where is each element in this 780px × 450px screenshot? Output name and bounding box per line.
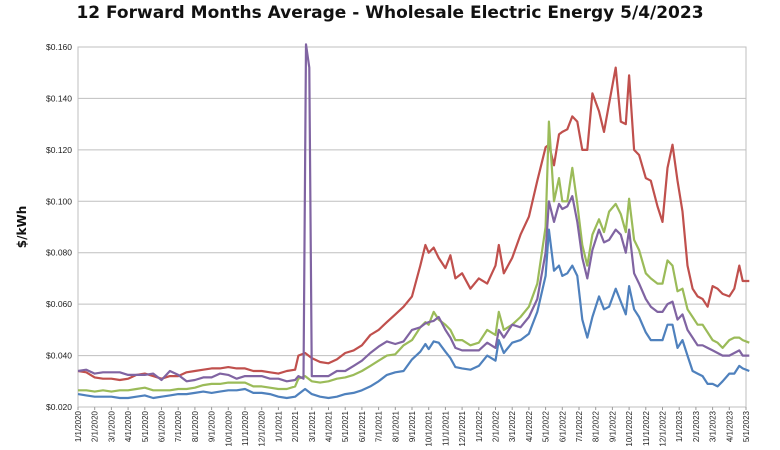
x-tick-label: 10/1/2020 xyxy=(224,410,233,446)
x-tick-label: 4/1/2022 xyxy=(525,410,534,442)
series-line-1 xyxy=(77,66,750,382)
x-tick-label: 8/1/2022 xyxy=(592,410,601,442)
y-tick-label: $0.080 xyxy=(46,248,72,258)
x-tick-label: 6/1/2021 xyxy=(358,410,367,442)
y-tick-label: $0.040 xyxy=(46,351,72,361)
x-tick-label: 1/1/2020 xyxy=(74,410,83,442)
series-line-4 xyxy=(77,228,750,400)
x-tick-label: 3/1/2022 xyxy=(508,410,517,442)
series-line-3 xyxy=(77,43,750,383)
y-tick-label: $0.020 xyxy=(46,402,72,412)
x-tick-label: 5/1/2020 xyxy=(141,410,150,442)
x-tick-label: 6/1/2022 xyxy=(558,410,567,442)
x-tick-label: 4/1/2021 xyxy=(325,410,334,442)
x-tick-label: 11/1/2020 xyxy=(241,410,250,446)
plot-area xyxy=(77,46,747,408)
x-tick-label: 7/1/2022 xyxy=(575,410,584,442)
x-tick-label: 11/1/2021 xyxy=(441,410,450,446)
x-tick-label: 4/1/2020 xyxy=(124,410,133,442)
x-tick-label: 2/1/2020 xyxy=(91,410,100,442)
x-tick-label: 12/1/2022 xyxy=(659,410,668,446)
x-tick-label: 3/1/2021 xyxy=(308,410,317,442)
x-tick-label: 5/1/2023 xyxy=(742,410,751,442)
x-tick-label: 6/1/2020 xyxy=(158,410,167,442)
chart-title: 12 Forward Months Average - Wholesale El… xyxy=(76,3,704,23)
x-tick-label: 3/1/2023 xyxy=(709,410,718,442)
x-tick-label: 9/1/2022 xyxy=(608,410,617,442)
x-tick-label: 8/1/2021 xyxy=(391,410,400,442)
x-tick-label: 7/1/2020 xyxy=(174,410,183,442)
x-tick-label: 9/1/2021 xyxy=(408,410,417,442)
y-tick-label: $0.120 xyxy=(46,145,72,155)
x-tick-label: 1/1/2023 xyxy=(675,410,684,442)
x-tick-label: 10/1/2021 xyxy=(425,410,434,446)
x-tick-label: 12/1/2020 xyxy=(258,410,267,446)
x-tick-label: 9/1/2020 xyxy=(208,410,217,442)
x-tick-label: 1/1/2021 xyxy=(274,410,283,442)
x-tick-label: 1/1/2022 xyxy=(475,410,484,442)
x-tick-label: 8/1/2020 xyxy=(191,410,200,442)
series-line-2 xyxy=(78,120,750,393)
x-tick-label: 5/1/2022 xyxy=(542,410,551,442)
x-tick-label: 4/1/2023 xyxy=(725,410,734,442)
x-tick-label: 2/1/2022 xyxy=(492,410,501,442)
x-tick-label: 2/1/2023 xyxy=(692,410,701,442)
x-tick-label: 12/1/2021 xyxy=(458,410,467,446)
y-tick-label: $0.100 xyxy=(46,196,72,206)
x-tick-label: 7/1/2021 xyxy=(375,410,384,442)
x-tick-label: 11/1/2022 xyxy=(642,410,651,446)
x-tick-label: 5/1/2021 xyxy=(341,410,350,442)
x-tick-label: 10/1/2022 xyxy=(625,410,634,446)
x-tick-label: 2/1/2021 xyxy=(291,410,300,442)
y-tick-label: $0.140 xyxy=(46,93,72,103)
y-tick-label: $0.060 xyxy=(46,299,72,309)
y-tick-label: $0.160 xyxy=(46,42,72,52)
y-axis-label: $/kWh xyxy=(15,206,29,249)
x-tick-label: 3/1/2020 xyxy=(107,410,116,442)
